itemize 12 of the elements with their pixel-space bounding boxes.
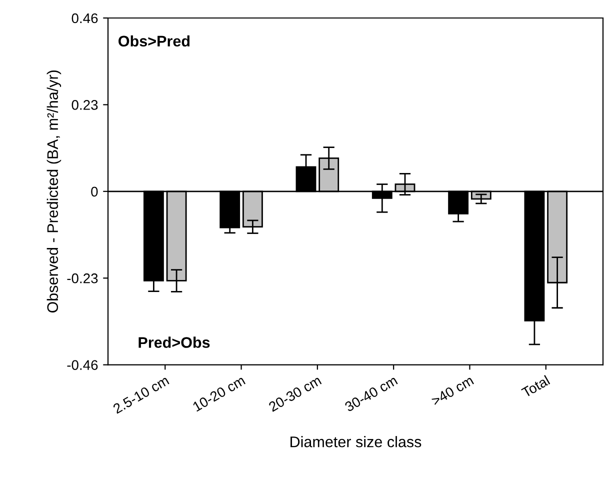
x-tick-label: 30-40 cm (344, 375, 398, 412)
y-tick-label: 0.23 (72, 100, 98, 110)
x-axis-title: Diameter size class (290, 436, 422, 448)
annotation: Pred>Obs (138, 336, 210, 348)
x-tick-label: Total (520, 374, 550, 398)
y-tick-label: 0 (91, 186, 98, 197)
x-tick-label: >40 cm (430, 375, 474, 406)
y-tick-label: 0.46 (72, 13, 98, 24)
y-tick-label: -0.23 (67, 273, 98, 284)
annotation: Obs>Pred (118, 35, 190, 47)
y-tick-label: -0.46 (67, 360, 98, 370)
y-axis-title: Observed - Predicted (BA, m²/ha/yr) (46, 70, 62, 313)
